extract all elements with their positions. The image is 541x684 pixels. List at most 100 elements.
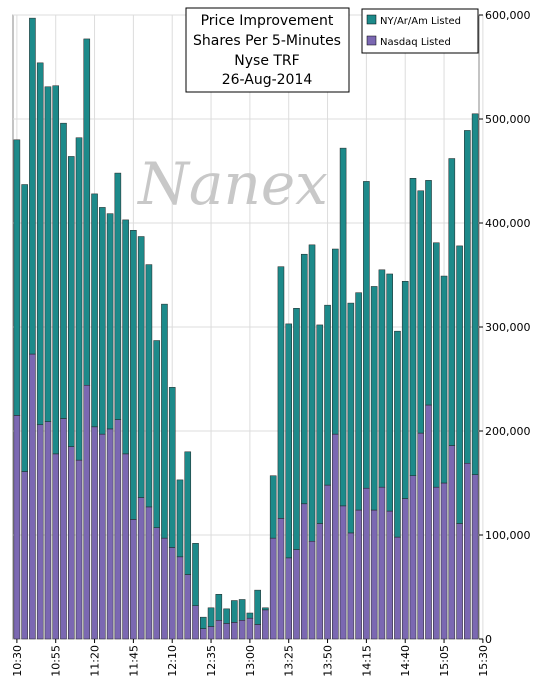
bar-ny-27 xyxy=(223,608,230,624)
x-tick-label: 13:50 xyxy=(322,645,335,677)
bar-ny-13 xyxy=(114,172,122,420)
bar-ny-40 xyxy=(324,304,331,486)
y-tick-label: 200,000 xyxy=(485,425,531,438)
y-tick-label: 100,000 xyxy=(485,529,531,542)
bar-nasdaq-17 xyxy=(145,506,153,640)
bar-ny-22 xyxy=(184,451,192,575)
bar-nasdaq-33 xyxy=(269,537,277,640)
x-axis-ticks: 10:30 10:55 11:20 11:45 12:10 12:35 13:00 13:25… xyxy=(11,639,490,677)
bar-nasdaq-11 xyxy=(99,433,106,640)
bar-ny-15 xyxy=(130,230,137,520)
bar-ny-20 xyxy=(168,387,176,548)
bar-ny-59 xyxy=(471,113,479,475)
bar-ny-29 xyxy=(238,599,246,621)
x-tick-label: 10:55 xyxy=(50,645,63,677)
bar-nasdaq-59 xyxy=(471,474,479,640)
bar-nasdaq-52 xyxy=(417,432,425,640)
bar-nasdaq-31 xyxy=(254,624,261,640)
bar-nasdaq-49 xyxy=(394,536,401,640)
x-tick-label: 13:00 xyxy=(244,645,257,677)
bar-nasdaq-41 xyxy=(332,433,339,640)
bar-ny-54 xyxy=(433,242,440,488)
bar-ny-34 xyxy=(277,266,285,519)
bar-ny-4 xyxy=(44,86,52,422)
bar-ny-50 xyxy=(401,280,409,499)
bar-nasdaq-0 xyxy=(13,415,21,640)
bar-nasdaq-21 xyxy=(176,556,184,640)
bar-nasdaq-6 xyxy=(60,418,67,640)
bar-nasdaq-39 xyxy=(316,523,324,640)
bar-ny-8 xyxy=(75,137,83,461)
bar-nasdaq-15 xyxy=(130,519,137,640)
bar-ny-51 xyxy=(409,178,417,476)
bar-nasdaq-12 xyxy=(106,428,114,640)
bar-nasdaq-9 xyxy=(83,384,91,640)
bar-nasdaq-40 xyxy=(324,484,331,640)
chart-title-box: Price Improvement Shares Per 5-Minutes N… xyxy=(185,7,350,93)
y-tick-label: 600,000 xyxy=(485,9,531,22)
bar-nasdaq-13 xyxy=(114,419,122,640)
bar-ny-14 xyxy=(122,219,129,455)
bar-ny-1 xyxy=(21,184,28,472)
watermark: Nanex xyxy=(136,150,328,218)
x-tick-label: 11:45 xyxy=(127,645,140,677)
bar-nasdaq-20 xyxy=(168,547,176,640)
bar-ny-47 xyxy=(378,269,386,488)
legend: NY/Ar/Am Listed Nasdaq Listed xyxy=(361,8,479,54)
bar-nasdaq-8 xyxy=(75,459,83,640)
bar-nasdaq-55 xyxy=(440,482,448,640)
bar-ny-52 xyxy=(417,190,425,434)
bar-nasdaq-16 xyxy=(137,497,145,640)
bar-nasdaq-7 xyxy=(67,446,75,640)
bar-nasdaq-35 xyxy=(285,557,292,640)
bar-nasdaq-45 xyxy=(363,487,370,640)
bar-ny-12 xyxy=(106,213,114,430)
bar-ny-55 xyxy=(440,275,448,484)
title-line-4: 26-Aug-2014 xyxy=(222,72,313,88)
bar-nasdaq-47 xyxy=(378,486,386,640)
bar-ny-19 xyxy=(161,303,168,539)
bar-ny-57 xyxy=(456,245,463,524)
bar-nasdaq-4 xyxy=(44,421,52,640)
bar-nasdaq-22 xyxy=(184,574,192,640)
bar-nasdaq-28 xyxy=(231,622,238,640)
bar-ny-56 xyxy=(448,158,456,446)
bar-ny-48 xyxy=(386,273,393,512)
bar-nasdaq-43 xyxy=(347,532,355,640)
bar-ny-58 xyxy=(464,130,471,464)
bar-ny-11 xyxy=(99,207,106,435)
legend-swatch-ny xyxy=(366,14,377,25)
bar-nasdaq-37 xyxy=(300,503,308,640)
bar-nasdaq-30 xyxy=(246,617,254,640)
y-tick-label: 300,000 xyxy=(485,321,531,334)
bar-ny-43 xyxy=(347,302,355,534)
bar-ny-49 xyxy=(394,330,401,538)
title-line-1: Price Improvement xyxy=(201,13,334,29)
x-tick-label: 11:20 xyxy=(89,645,102,677)
bar-ny-35 xyxy=(285,323,292,559)
x-tick-label: 12:10 xyxy=(166,645,179,677)
bars xyxy=(13,17,479,640)
bar-ny-30 xyxy=(246,612,254,619)
y-tick-label: 500,000 xyxy=(485,113,531,126)
bar-nasdaq-25 xyxy=(207,626,215,640)
bar-nasdaq-14 xyxy=(122,453,129,640)
bar-nasdaq-24 xyxy=(200,628,207,640)
bar-ny-17 xyxy=(145,264,153,508)
title-frame xyxy=(185,7,350,93)
bar-ny-9 xyxy=(83,38,91,386)
legend-frame xyxy=(361,8,479,54)
title-line-3: Nyse TRF xyxy=(234,53,299,69)
bar-ny-3 xyxy=(36,62,44,426)
bar-ny-26 xyxy=(215,594,223,621)
x-tick-label: 13:25 xyxy=(283,645,296,677)
bar-nasdaq-38 xyxy=(308,540,316,640)
bar-ny-23 xyxy=(192,543,199,606)
bar-nasdaq-5 xyxy=(52,453,59,640)
bar-ny-46 xyxy=(370,286,378,511)
x-tick-label: 10:30 xyxy=(11,645,24,677)
bar-nasdaq-44 xyxy=(355,509,362,640)
bar-ny-39 xyxy=(316,324,324,524)
bar-ny-32 xyxy=(262,607,269,611)
bar-nasdaq-48 xyxy=(386,510,393,640)
